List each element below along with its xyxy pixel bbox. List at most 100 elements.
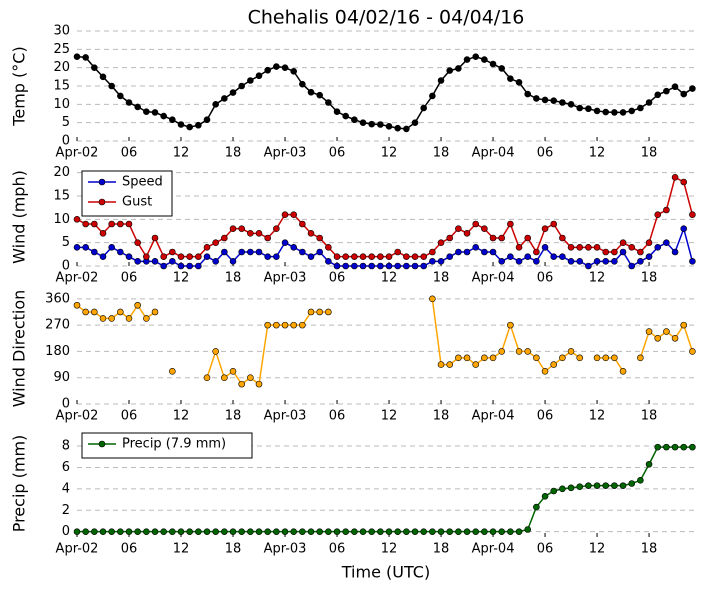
data-point: [255, 528, 263, 535]
x-tick-label: Apr-03: [264, 146, 307, 161]
data-point: [125, 253, 133, 260]
y-axis-label: Temp (°C): [10, 46, 29, 126]
data-point: [619, 367, 627, 375]
data-point: [273, 225, 280, 232]
data-point: [177, 262, 185, 270]
data-point: [689, 258, 696, 265]
data-point: [169, 528, 176, 535]
data-point: [541, 493, 549, 500]
x-tick-label: 06: [329, 409, 346, 424]
y-tick-label: 4: [62, 481, 70, 496]
data-point: [134, 239, 141, 246]
data-point: [160, 262, 167, 270]
data-point: [247, 248, 254, 256]
x-tick-label: Apr-04: [472, 542, 515, 557]
x-tick-label: 12: [589, 146, 606, 161]
data-point: [264, 321, 271, 329]
data-point: [602, 482, 610, 489]
data-point: [229, 258, 237, 265]
data-point: [637, 104, 644, 112]
data-point: [99, 73, 107, 81]
data-point: [195, 253, 202, 260]
data-point: [559, 354, 566, 362]
data-point: [472, 361, 480, 368]
x-tick-label: Apr-02: [56, 146, 99, 161]
y-tick-label: 20: [53, 165, 70, 180]
data-point: [498, 528, 506, 535]
data-point: [403, 262, 410, 270]
y-tick-label: 180: [45, 344, 70, 359]
data-point: [325, 308, 332, 316]
data-point: [559, 99, 566, 106]
x-tick-label: 12: [381, 146, 398, 161]
data-point: [403, 528, 410, 535]
legend-label: Gust: [122, 195, 152, 210]
data-point: [463, 56, 471, 63]
data-point: [247, 230, 254, 237]
data-point: [524, 90, 532, 98]
data-point: [394, 124, 402, 132]
legend-label: Precip (7.9 mm): [122, 437, 226, 452]
data-point: [307, 253, 315, 260]
data-point: [229, 225, 237, 232]
data-point: [73, 216, 81, 223]
data-point: [689, 348, 696, 355]
data-point: [619, 109, 627, 116]
data-point: [108, 315, 115, 322]
data-point: [654, 334, 662, 342]
data-point: [654, 91, 662, 99]
data-point: [671, 248, 679, 256]
data-point: [463, 230, 471, 237]
data-point: [533, 248, 540, 256]
data-point: [151, 528, 159, 535]
data-point: [472, 528, 480, 535]
data-point: [463, 248, 471, 256]
data-point: [91, 308, 98, 316]
chart-title: Chehalis 04/02/16 - 04/04/16: [248, 7, 525, 29]
data-point: [255, 248, 263, 256]
x-tick-label: Apr-02: [56, 271, 99, 286]
data-point: [359, 119, 367, 126]
data-point: [472, 244, 480, 251]
y-tick-label: 5: [62, 235, 70, 250]
data-point: [593, 244, 601, 251]
data-point: [663, 239, 670, 246]
data-point: [203, 244, 211, 251]
data-point: [602, 248, 610, 256]
data-point: [108, 528, 115, 535]
data-point: [73, 53, 81, 60]
data-point: [221, 234, 228, 242]
data-point: [117, 528, 124, 535]
data-point: [507, 75, 514, 82]
x-tick-label: 12: [381, 409, 398, 424]
data-point: [273, 528, 280, 535]
data-point: [169, 248, 176, 256]
data-point: [377, 262, 384, 270]
data-point: [671, 334, 679, 342]
y-tick-label: 6: [62, 460, 70, 475]
data-point: [229, 528, 237, 535]
y-tick-label: 0: [62, 134, 70, 149]
x-tick-label: 18: [641, 146, 658, 161]
data-point: [429, 258, 436, 265]
data-point: [385, 253, 393, 260]
y-tick-label: 15: [53, 189, 70, 204]
data-point: [654, 443, 662, 451]
data-point: [82, 54, 89, 61]
x-tick-label: 12: [173, 271, 190, 286]
data-point: [290, 244, 297, 251]
data-point: [117, 220, 124, 228]
data-point: [680, 178, 688, 186]
data-point: [585, 244, 592, 251]
data-point: [472, 53, 480, 60]
data-point: [515, 258, 523, 265]
data-point: [238, 528, 245, 535]
data-point: [247, 374, 254, 382]
data-point: [645, 253, 653, 260]
data-point: [671, 443, 679, 451]
y-tick-label: 25: [53, 42, 70, 57]
data-point: [151, 109, 159, 116]
data-point: [117, 308, 124, 316]
data-point: [524, 348, 532, 355]
data-point: [316, 91, 323, 99]
